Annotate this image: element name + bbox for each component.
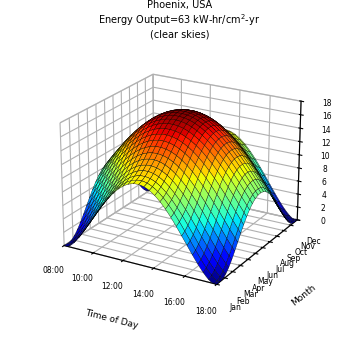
Title: Phoenix, USA
Energy Output=63 kW-hr/cm$^2$-yr
(clear skies): Phoenix, USA Energy Output=63 kW-hr/cm$^… <box>98 0 260 40</box>
Y-axis label: Month: Month <box>289 283 317 308</box>
X-axis label: Time of Day: Time of Day <box>84 308 139 330</box>
